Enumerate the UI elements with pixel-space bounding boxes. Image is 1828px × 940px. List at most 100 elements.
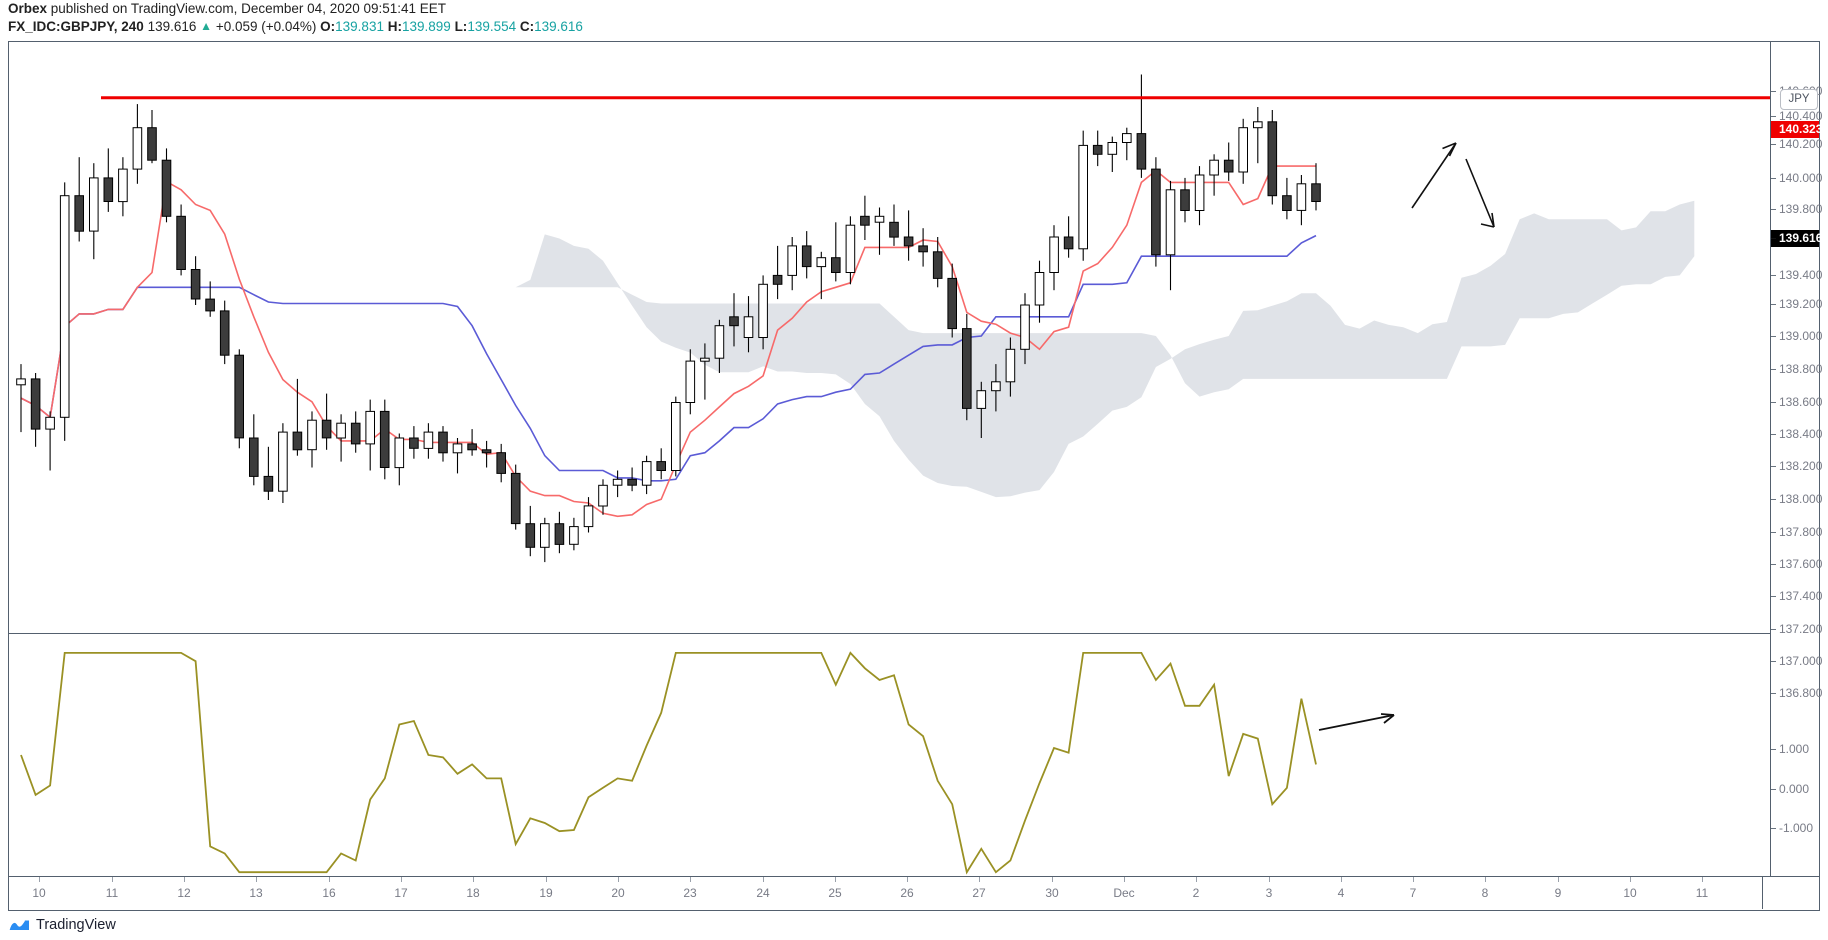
time-label: 3	[1265, 886, 1273, 900]
price-chart-canvas[interactable]	[9, 42, 1770, 633]
time-tick	[1702, 877, 1703, 882]
price-tick: 137.200	[1771, 622, 1822, 636]
time-tick	[112, 877, 113, 882]
low-label: L:	[454, 19, 468, 34]
time-tick	[256, 877, 257, 882]
oscillator-canvas[interactable]	[9, 634, 1770, 876]
price-tick: 137.400	[1771, 589, 1822, 603]
time-tick	[329, 877, 330, 882]
currency-badge: JPY	[1780, 89, 1818, 110]
oscillator-tick: -1.000	[1771, 821, 1819, 835]
time-label: Dec	[1113, 886, 1135, 900]
time-label: 4	[1337, 886, 1345, 900]
time-tick	[1052, 877, 1053, 882]
price-tick: 136.800	[1771, 686, 1822, 700]
open-label: O:	[320, 19, 336, 34]
time-label: 23	[683, 886, 697, 900]
axis-separator	[1770, 42, 1771, 876]
time-tick	[1269, 877, 1270, 882]
time-label: 27	[972, 886, 986, 900]
price-tick: 140.400	[1771, 109, 1822, 123]
price-tick: 138.600	[1771, 395, 1822, 409]
time-tick	[763, 877, 764, 882]
publish-info: published on TradingView.com, December 0…	[47, 1, 447, 16]
time-label: 11	[1695, 886, 1709, 900]
price-tick: 139.800	[1771, 202, 1822, 216]
price-tick: 137.600	[1771, 557, 1822, 571]
tenkan-sen-line	[20, 165, 1316, 518]
time-tick	[1485, 877, 1486, 882]
price-pane[interactable]	[9, 42, 1770, 633]
time-label: 24	[756, 886, 770, 900]
close-value: 139.616	[534, 19, 583, 34]
time-label: 25	[828, 886, 842, 900]
price-tick: 139.200	[1771, 297, 1822, 311]
oscillator-arrow	[1318, 713, 1395, 731]
candlestick-series	[16, 74, 1321, 563]
time-tick	[473, 877, 474, 882]
time-tick	[1630, 877, 1631, 882]
high-label: H:	[387, 19, 402, 34]
time-label: 13	[249, 886, 263, 900]
time-tick	[690, 877, 691, 882]
symbol-title: FX_IDC:GBPJPY, 240	[8, 19, 144, 34]
symbol-legend: FX_IDC:GBPJPY, 240 139.616 ▲ +0.059 (+0.…	[8, 19, 583, 35]
high-value: 139.899	[401, 19, 451, 34]
time-axis-separator	[1762, 877, 1763, 909]
time-axis[interactable]: 10 11 12 13 16 17 18 19 20 23 24 25 26 27 30 Dec 2 3 4 7 8 9 1…	[8, 877, 1820, 911]
time-tick	[1124, 877, 1125, 882]
price-axis[interactable]: 140.600140.400140.200140.000139.800139.4…	[1771, 42, 1822, 876]
time-label: 16	[322, 886, 336, 900]
time-label: 7	[1409, 886, 1417, 900]
kumo-cloud-upper	[399, 200, 1695, 498]
last-price: 139.616	[147, 19, 197, 34]
time-tick	[401, 877, 402, 882]
bullish-arrow	[1411, 142, 1457, 209]
time-tick	[835, 877, 836, 882]
price-up-triangle-icon: ▲	[200, 19, 213, 33]
time-tick	[39, 877, 40, 882]
tradingview-logo-icon	[8, 919, 29, 930]
publisher-line: Orbex published on TradingView.com, Dece…	[8, 1, 446, 17]
time-label: 8	[1481, 886, 1489, 900]
time-label: 12	[177, 886, 191, 900]
resistance-price-tag: 140.323	[1771, 121, 1822, 138]
price-tick: 138.200	[1771, 459, 1822, 473]
close-label: C:	[519, 19, 535, 34]
price-tick: 137.800	[1771, 525, 1822, 539]
price-tick: 137.000	[1771, 654, 1822, 668]
price-tick: 139.400	[1771, 268, 1822, 282]
price-tick: 140.200	[1771, 137, 1822, 151]
time-tick	[1341, 877, 1342, 882]
open-value: 139.831	[335, 19, 384, 34]
time-label: 19	[539, 886, 553, 900]
time-label: 30	[1045, 886, 1059, 900]
last-price-tag: 139.616	[1771, 230, 1822, 247]
tradingview-logo-text: TradingView	[36, 917, 116, 933]
publisher-name: Orbex	[8, 1, 48, 16]
low-value: 139.554	[467, 19, 517, 34]
time-label: 2	[1192, 886, 1200, 900]
tradingview-logo[interactable]: TradingView	[8, 915, 116, 935]
time-label: 10	[32, 886, 46, 900]
time-tick	[184, 877, 185, 882]
time-tick	[907, 877, 908, 882]
oscillator-pane[interactable]	[9, 634, 1770, 876]
price-tick: 138.000	[1771, 492, 1822, 506]
oscillator-line	[20, 651, 1317, 875]
time-tick	[979, 877, 980, 882]
price-tick: 138.400	[1771, 427, 1822, 441]
time-label: 20	[611, 886, 625, 900]
time-tick	[1196, 877, 1197, 882]
time-tick	[546, 877, 547, 882]
bearish-arrow	[1465, 158, 1495, 228]
time-tick	[1413, 877, 1414, 882]
oscillator-tick: 1.000	[1771, 742, 1819, 756]
pane-divider	[9, 633, 1819, 634]
time-tick	[618, 877, 619, 882]
price-tick: 138.800	[1771, 362, 1822, 376]
time-label: 17	[394, 886, 408, 900]
time-label: 18	[466, 886, 480, 900]
time-label: 26	[900, 886, 914, 900]
chart-frame[interactable]: 140.600140.400140.200140.000139.800139.4…	[8, 41, 1822, 877]
